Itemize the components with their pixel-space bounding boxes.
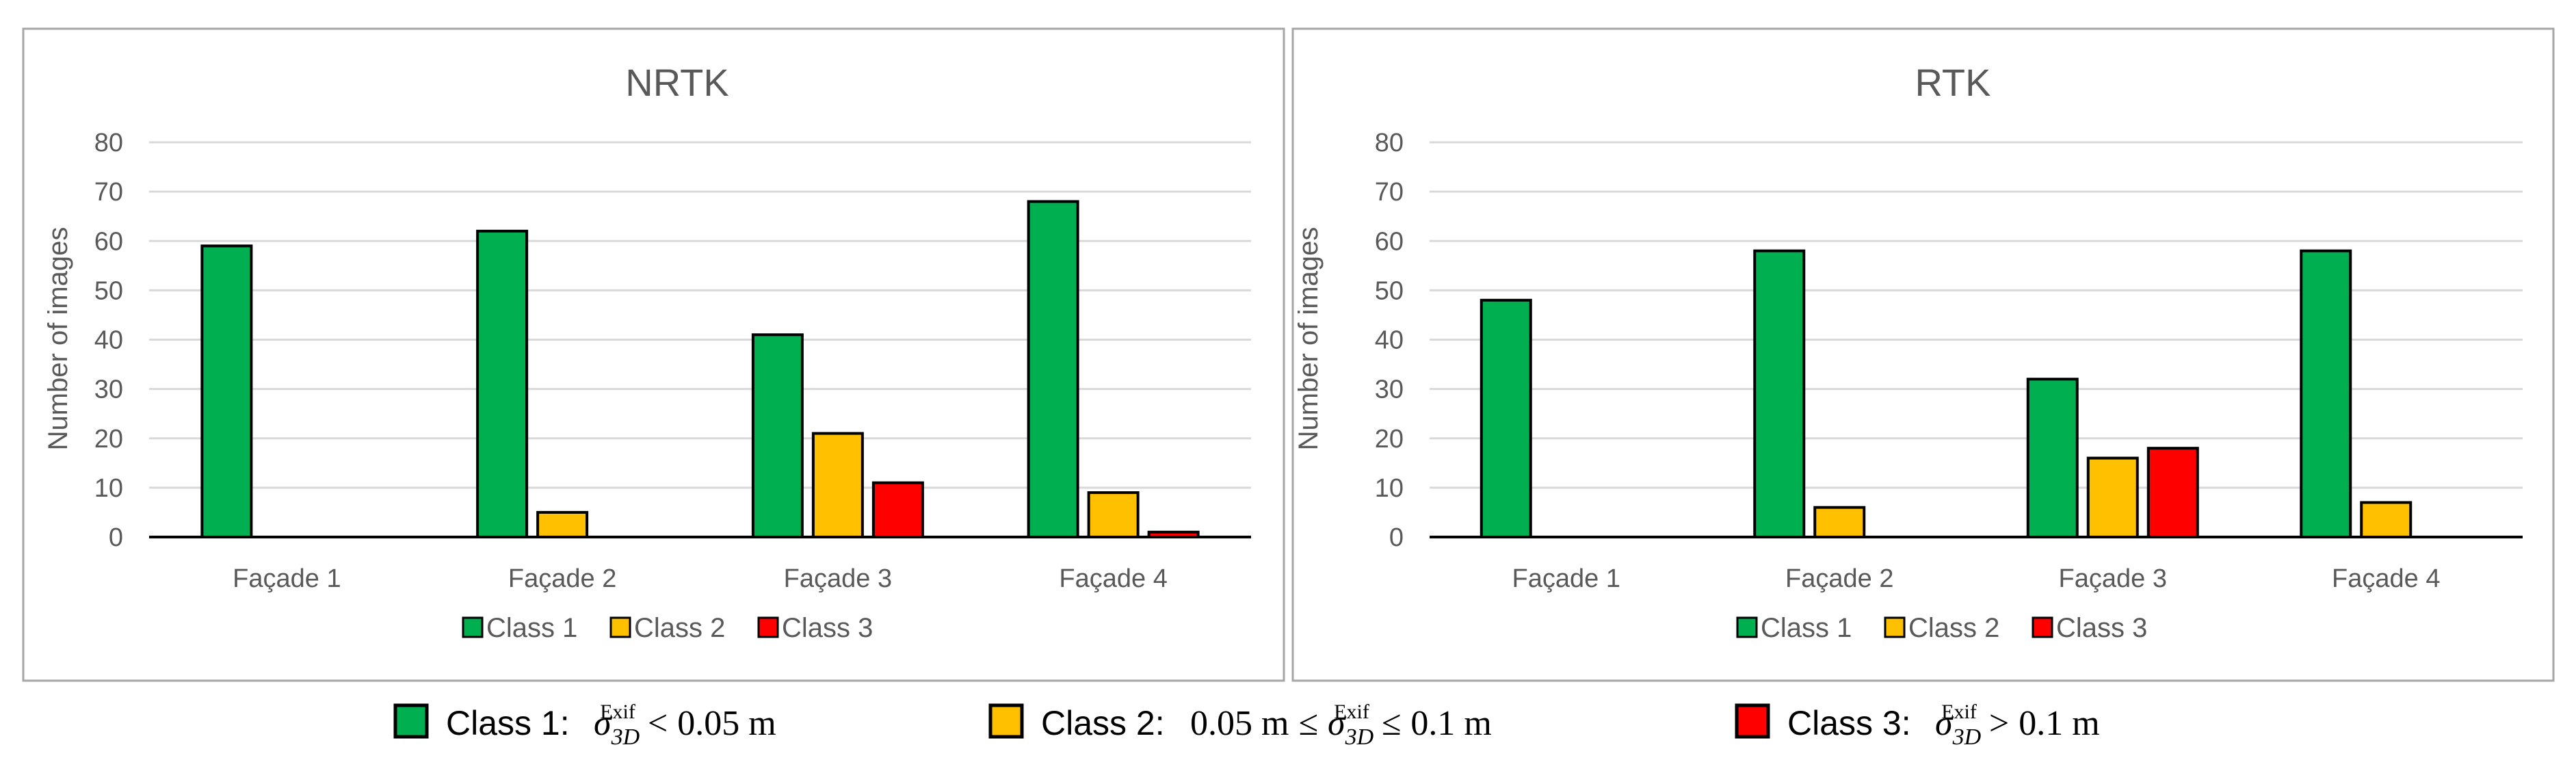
- x-tick-label: Façade 4: [1059, 564, 1167, 593]
- bar-class-3: [871, 481, 924, 538]
- chart-panel-rtk: RTK Number of images 0 10 20 30 40 50 60 70 80 F…: [1291, 27, 2555, 682]
- bar-class-1: [751, 333, 804, 538]
- legend-swatch: [757, 616, 779, 638]
- y-tick-label: 50: [94, 276, 123, 305]
- bar-class-1: [200, 244, 253, 538]
- legend-entry: Class 3: [782, 613, 873, 643]
- bar-class-1: [476, 229, 529, 538]
- chart-title: NRTK: [625, 61, 728, 104]
- y-tick-label: 60: [1375, 227, 1404, 256]
- class-1-condition: σ3DExif <0.05 m: [594, 701, 776, 750]
- legend-swatch: [462, 616, 484, 638]
- y-tick-labels: 0 10 20 30 40 50 60 70 80: [1375, 129, 1404, 552]
- y-tick-label: 60: [94, 227, 123, 256]
- legend: Class 1 Class 2 Class 3: [1736, 613, 2147, 643]
- x-tick-label: Façade 1: [1512, 564, 1620, 593]
- bar-class-1: [1480, 298, 1532, 538]
- class-3-label: Class 3:: [1787, 704, 1911, 742]
- y-tick-label: 0: [109, 523, 123, 552]
- x-tick-labels: Façade 1 Façade 2 Façade 3 Façade 4: [1512, 564, 2441, 593]
- bar-class-2: [536, 510, 589, 538]
- legend-entry: Class 1: [1761, 613, 1852, 643]
- class-3-definition: Class 3: σ3DExif >0.1 m: [1735, 701, 2100, 750]
- legend: Class 1 Class 2 Class 3: [462, 613, 873, 643]
- bar-class-1: [1753, 249, 1806, 538]
- bars: [1480, 249, 2413, 539]
- class-2-swatch: [988, 703, 1024, 739]
- bar-class-2: [811, 432, 864, 538]
- y-tick-label: 80: [94, 129, 123, 157]
- y-tick-label: 30: [1375, 376, 1404, 404]
- bars: [200, 200, 1200, 539]
- x-tick-label: Façade 2: [508, 564, 616, 593]
- bar-class-1: [2026, 378, 2079, 539]
- bar-class-1: [1027, 200, 1079, 538]
- y-tick-label: 40: [1375, 326, 1404, 355]
- class-1-label: Class 1:: [446, 704, 570, 742]
- class-2-condition: 0.05 m ≤ σ3DExif ≤0.1 m: [1190, 701, 1492, 750]
- class-definition-legend: Class 1: σ3DExif <0.05 m Class 2: 0.05 m ≤…: [393, 701, 2100, 750]
- class-2-label: Class 2:: [1041, 704, 1165, 742]
- y-tick-label: 50: [1375, 276, 1404, 305]
- bar-class-3: [2146, 447, 2199, 538]
- class-3-condition: σ3DExif >0.1 m: [1935, 701, 2100, 750]
- y-tick-label: 0: [1389, 523, 1404, 552]
- bar-class-2: [2360, 501, 2413, 539]
- x-tick-label: Façade 3: [784, 564, 892, 593]
- y-tick-label: 20: [1375, 425, 1404, 454]
- x-tick-labels: Façade 1 Façade 2 Façade 3 Façade 4: [233, 564, 1168, 593]
- legend-entry: Class 2: [634, 613, 725, 643]
- x-tick-label: Façade 3: [2059, 564, 2167, 593]
- y-tick-label: 70: [94, 178, 123, 207]
- bar-class-1: [2300, 249, 2352, 538]
- class-1-swatch: [393, 703, 429, 739]
- y-tick-labels: 0 10 20 30 40 50 60 70 80: [94, 129, 123, 552]
- y-tick-label: 20: [94, 425, 123, 454]
- y-axis-label: Number of images: [1293, 227, 1324, 451]
- legend-swatch: [1884, 616, 1906, 638]
- legend-swatch: [1736, 616, 1758, 638]
- bar-class-2: [2086, 456, 2139, 538]
- x-tick-label: Façade 2: [1785, 564, 1893, 593]
- bar-class-2: [1087, 491, 1140, 539]
- legend-entry: Class 1: [486, 613, 577, 643]
- y-tick-label: 30: [94, 376, 123, 404]
- y-tick-label: 40: [94, 326, 123, 355]
- y-tick-label: 70: [1375, 178, 1404, 207]
- class-1-definition: Class 1: σ3DExif <0.05 m: [393, 701, 776, 750]
- legend-entry: Class 2: [1908, 613, 1999, 643]
- chart-title: RTK: [1915, 61, 1991, 104]
- y-tick-label: 10: [1375, 474, 1404, 503]
- class-2-definition: Class 2: 0.05 m ≤ σ3DExif ≤0.1 m: [988, 701, 1492, 750]
- y-axis-label: Number of images: [43, 227, 73, 451]
- x-tick-label: Façade 4: [2332, 564, 2440, 593]
- class-3-swatch: [1735, 703, 1770, 739]
- y-tick-label: 80: [1375, 129, 1404, 157]
- legend-entry: Class 3: [2056, 613, 2147, 643]
- legend-swatch: [2032, 616, 2053, 638]
- chart-panel-nrtk: NRTK Number of images 01020304050607080 …: [22, 27, 1285, 682]
- legend-swatch: [609, 616, 631, 638]
- x-tick-label: Façade 1: [233, 564, 341, 593]
- bar-class-2: [1813, 506, 1866, 538]
- y-tick-label: 10: [94, 474, 123, 503]
